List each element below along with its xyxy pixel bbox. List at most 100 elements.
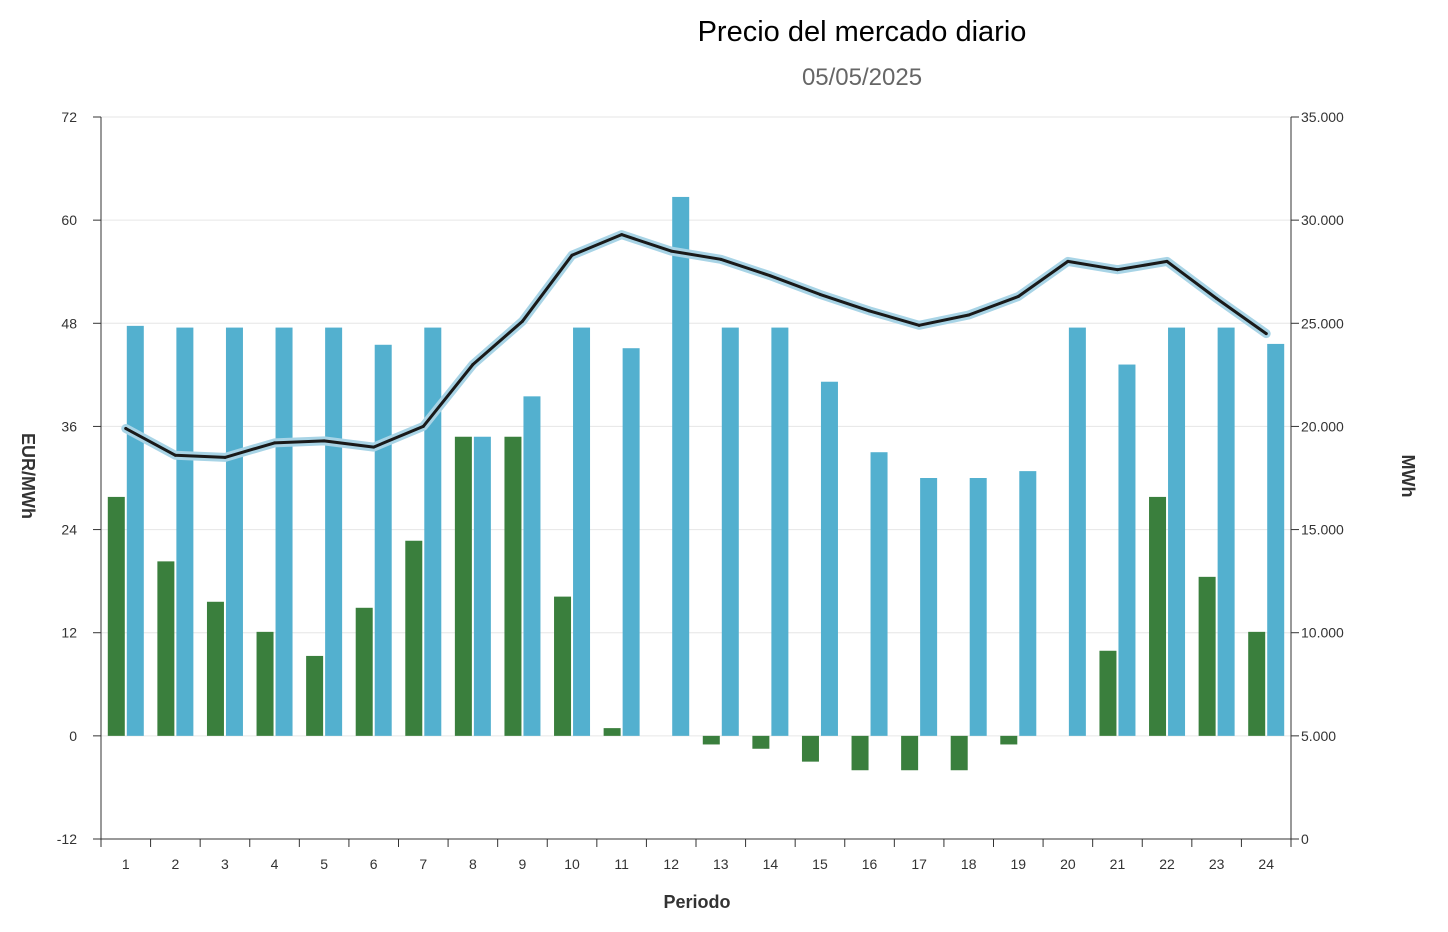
y-right-tick-label: 20.000 — [1301, 418, 1344, 434]
bar-series-1-bar — [851, 735, 869, 771]
price-line-point — [1165, 259, 1169, 263]
price-line-halo — [121, 230, 1271, 462]
x-tick-label: 11 — [614, 856, 629, 872]
y-left-tick-label: 72 — [61, 109, 77, 125]
x-tick-label: 16 — [862, 856, 878, 872]
y-right-tick-label: 0 — [1301, 831, 1309, 847]
bar-series-2-bar — [275, 327, 293, 736]
bar-series-1-bar — [1198, 576, 1216, 736]
bar-series-1-bar — [355, 607, 373, 736]
x-tick-label: 10 — [564, 856, 580, 872]
bar-series-2-bar — [473, 436, 491, 736]
y-right-tick-label: 5.000 — [1301, 728, 1336, 744]
price-line-point — [273, 441, 277, 445]
price-line-point — [917, 323, 921, 327]
price-line-point — [322, 439, 326, 443]
y-left-tick-label: 48 — [61, 315, 77, 331]
x-tick-label: 20 — [1060, 856, 1076, 872]
x-tick-label: 5 — [320, 856, 328, 872]
price-line-point — [620, 233, 624, 237]
price-line-point — [421, 424, 425, 428]
price-line-point — [570, 253, 574, 257]
bar-series-2-bar — [1019, 471, 1037, 736]
x-tick-label: 21 — [1110, 856, 1126, 872]
price-line — [124, 233, 1268, 459]
y-left-tick-label: -12 — [57, 831, 77, 847]
bar-series-2-bar — [622, 348, 640, 736]
price-line-point — [1066, 259, 1070, 263]
price-line-point — [768, 274, 772, 278]
bar-series-2-bar — [721, 327, 739, 736]
x-tick-label: 19 — [1011, 856, 1027, 872]
x-tick-label: 18 — [961, 856, 977, 872]
x-tick-label: 4 — [271, 856, 279, 872]
axes: -12012243648607205.00010.00015.00020.000… — [57, 109, 1344, 872]
price-line-point — [868, 309, 872, 313]
x-tick-label: 14 — [763, 856, 779, 872]
y-right-tick-label: 25.000 — [1301, 315, 1344, 331]
x-tick-label: 1 — [122, 856, 130, 872]
price-line-point — [719, 257, 723, 261]
bar-series-2-bar — [374, 344, 392, 736]
line-series — [121, 230, 1271, 462]
bar-series-2-bar — [176, 327, 194, 736]
price-line-point — [173, 453, 177, 457]
y-right-tick-label: 30.000 — [1301, 212, 1344, 228]
bar-series-2-bar — [1118, 364, 1136, 736]
y-left-tick-label: 24 — [61, 522, 77, 538]
bar-series-2-bar — [225, 327, 243, 736]
bar-series-2-bar — [870, 452, 888, 736]
bar-series-2-bar — [523, 396, 541, 736]
y-left-tick-label: 0 — [69, 728, 77, 744]
bar-series-2-bar — [1267, 343, 1285, 736]
y-right-tick-label: 15.000 — [1301, 522, 1344, 538]
bar-series-1-bar — [206, 601, 224, 736]
price-line-point — [967, 313, 971, 317]
x-axis-title: Periodo — [663, 892, 730, 912]
bar-series-2-bar — [672, 196, 690, 736]
price-line-point — [372, 445, 376, 449]
x-tick-label: 24 — [1258, 856, 1274, 872]
y-axis-left-title: EUR/MWh — [18, 433, 38, 519]
x-tick-label: 15 — [812, 856, 828, 872]
price-line-point — [124, 426, 128, 430]
x-tick-label: 8 — [469, 856, 477, 872]
bar-series-1-bar — [554, 596, 572, 736]
bar-series-2-bar — [1217, 327, 1235, 736]
bar-series — [107, 196, 1285, 771]
x-tick-label: 2 — [171, 856, 179, 872]
bar-series-2-bar — [771, 327, 789, 736]
y-left-tick-label: 12 — [61, 625, 77, 641]
y-axis-right-title: MWh — [1398, 455, 1418, 498]
x-tick-label: 22 — [1159, 856, 1175, 872]
bar-series-1-bar — [1000, 735, 1018, 745]
bar-series-1-bar — [306, 655, 324, 736]
x-tick-label: 9 — [519, 856, 527, 872]
bar-series-2-bar — [969, 478, 987, 736]
x-tick-label: 3 — [221, 856, 229, 872]
price-line-point — [223, 455, 227, 459]
price-line-point — [669, 249, 673, 253]
bar-series-1-bar — [752, 735, 770, 749]
bar-series-2-bar — [126, 325, 144, 736]
x-tick-label: 6 — [370, 856, 378, 872]
chart-subtitle: 05/05/2025 — [801, 64, 923, 91]
bar-series-2-bar — [920, 478, 938, 736]
bar-series-2-bar — [820, 381, 838, 736]
bar-series-1-bar — [157, 561, 175, 736]
bar-series-1-bar — [1099, 650, 1117, 736]
y-right-tick-label: 10.000 — [1301, 625, 1344, 641]
bar-series-1-bar — [1248, 631, 1266, 736]
bar-series-1-bar — [702, 735, 720, 745]
bar-series-2-bar — [573, 327, 591, 736]
y-left-tick-label: 36 — [61, 418, 77, 434]
gridlines — [101, 116, 1291, 840]
bar-series-1-bar — [107, 496, 125, 736]
price-line-point — [818, 292, 822, 296]
bar-series-1-bar — [454, 436, 472, 736]
bar-series-1-bar — [801, 735, 819, 762]
x-tick-label: 13 — [713, 856, 729, 872]
price-line-point — [471, 363, 475, 367]
bar-series-2-bar — [424, 327, 442, 736]
